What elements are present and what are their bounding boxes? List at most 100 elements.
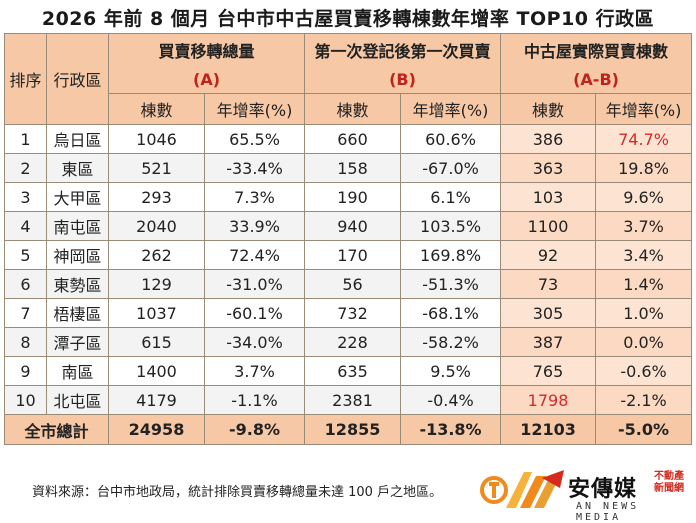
header-b-yoy: 年增率(%) xyxy=(400,93,502,125)
table-row: 5 神岡區 262 72.4% 170 169.8% 92 3.4% xyxy=(4,240,693,270)
district-cell: 南區 xyxy=(46,356,109,386)
b-count-cell: 158 xyxy=(304,153,402,183)
total-b-yoy: -13.8% xyxy=(400,414,502,445)
rank-cell: 3 xyxy=(4,182,47,212)
a-count-cell: 1046 xyxy=(108,124,205,154)
b-yoy-cell: 103.5% xyxy=(400,211,502,241)
a-yoy-cell: -33.4% xyxy=(203,153,306,183)
b-yoy-cell: 169.8% xyxy=(400,240,502,270)
rank-cell: 2 xyxy=(4,153,47,183)
header-group-b: 第一次登記後第一次買賣 xyxy=(304,33,502,65)
total-label: 全市總計 xyxy=(4,414,109,445)
a-count-cell: 521 xyxy=(108,153,205,183)
a-count-cell: 1037 xyxy=(108,298,205,328)
header-ab-yoy: 年增率(%) xyxy=(595,93,693,125)
district-cell: 梧棲區 xyxy=(46,298,109,328)
total-ab-count: 12103 xyxy=(500,414,597,445)
b-yoy-cell: 9.5% xyxy=(400,356,502,386)
ab-yoy-cell: 9.6% xyxy=(595,182,693,212)
ab-yoy-cell: 3.4% xyxy=(595,240,693,270)
header-ab-count: 棟數 xyxy=(500,93,597,125)
ab-count-cell: 765 xyxy=(500,356,597,386)
table-row: 9 南區 1400 3.7% 635 9.5% 765 -0.6% xyxy=(4,356,693,386)
logo-subtitle: AN NEWS MEDIA xyxy=(576,501,640,523)
ab-yoy-cell: 1.4% xyxy=(595,269,693,299)
table-row: 10 北屯區 4179 -1.1% 2381 -0.4% 1798 -2.1% xyxy=(4,385,693,415)
district-cell: 東區 xyxy=(46,153,109,183)
header-code-b: (B) xyxy=(304,65,502,94)
logo-mark-icon xyxy=(480,470,564,508)
ab-count-cell: 387 xyxy=(500,327,597,357)
a-count-cell: 1400 xyxy=(108,356,205,386)
logo-tagline: 不動產 新聞網 xyxy=(654,471,684,494)
rank-cell: 6 xyxy=(4,269,47,299)
header-rank: 排序 xyxy=(4,33,47,125)
ab-count-cell-highlight: 1798 xyxy=(500,385,597,415)
total-b-count: 12855 xyxy=(304,414,402,445)
b-yoy-cell: 60.6% xyxy=(400,124,502,154)
a-count-cell: 262 xyxy=(108,240,205,270)
table-row: 6 東勢區 129 -31.0% 56 -51.3% 73 1.4% xyxy=(4,269,693,299)
b-count-cell: 940 xyxy=(304,211,402,241)
a-yoy-cell: -34.0% xyxy=(203,327,306,357)
district-cell: 南屯區 xyxy=(46,211,109,241)
b-count-cell: 660 xyxy=(304,124,402,154)
ab-yoy-cell: 19.8% xyxy=(595,153,693,183)
ab-count-cell: 1100 xyxy=(500,211,597,241)
a-yoy-cell: 3.7% xyxy=(203,356,306,386)
b-yoy-cell: -51.3% xyxy=(400,269,502,299)
ab-count-cell: 305 xyxy=(500,298,597,328)
rank-cell: 5 xyxy=(4,240,47,270)
a-count-cell: 615 xyxy=(108,327,205,357)
rank-cell: 10 xyxy=(4,385,47,415)
logo-brand: 安傳媒 xyxy=(568,477,638,502)
an-news-media-logo: 安傳媒 不動產 新聞網 AN NEWS MEDIA xyxy=(476,468,690,523)
header-b-count: 棟數 xyxy=(304,93,402,125)
b-count-cell: 2381 xyxy=(304,385,402,415)
table-row: 4 南屯區 2040 33.9% 940 103.5% 1100 3.7% xyxy=(4,211,693,241)
ab-yoy-cell: 1.0% xyxy=(595,298,693,328)
header-code-ab: (A-B) xyxy=(500,65,693,94)
table-row: 2 東區 521 -33.4% 158 -67.0% 363 19.8% xyxy=(4,153,693,183)
header-a-yoy: 年增率(%) xyxy=(203,93,306,125)
b-yoy-cell: 6.1% xyxy=(400,182,502,212)
total-row: 全市總計 24958 -9.8% 12855 -13.8% 12103 -5.0… xyxy=(4,414,693,445)
b-count-cell: 56 xyxy=(304,269,402,299)
district-cell: 大甲區 xyxy=(46,182,109,212)
b-yoy-cell: -68.1% xyxy=(400,298,502,328)
a-yoy-cell: 72.4% xyxy=(203,240,306,270)
rank-cell: 7 xyxy=(4,298,47,328)
district-cell: 神岡區 xyxy=(46,240,109,270)
a-count-cell: 293 xyxy=(108,182,205,212)
ab-count-cell: 363 xyxy=(500,153,597,183)
a-yoy-cell: 33.9% xyxy=(203,211,306,241)
b-yoy-cell: -0.4% xyxy=(400,385,502,415)
b-count-cell: 732 xyxy=(304,298,402,328)
district-cell: 烏日區 xyxy=(46,124,109,154)
header-district: 行政區 xyxy=(46,33,109,125)
source-note: 資料來源：台中市地政局，統計排除買賣移轉總量未達 100 戶之地區。 xyxy=(32,485,443,500)
header-group-ab: 中古屋實際買賣棟數 xyxy=(500,33,693,65)
district-cell: 潭子區 xyxy=(46,327,109,357)
ab-count-cell: 386 xyxy=(500,124,597,154)
table-row: 1 烏日區 1046 65.5% 660 60.6% 386 74.7% xyxy=(4,124,693,154)
table-row: 3 大甲區 293 7.3% 190 6.1% 103 9.6% xyxy=(4,182,693,212)
table-title: 2026 年前 8 個月 台中市中古屋買賣移轉棟數年增率 TOP10 行政區 xyxy=(41,8,655,30)
table-row: 8 潭子區 615 -34.0% 228 -58.2% 387 0.0% xyxy=(4,327,693,357)
b-count-cell: 190 xyxy=(304,182,402,212)
a-yoy-cell: -60.1% xyxy=(203,298,306,328)
a-count-cell: 4179 xyxy=(108,385,205,415)
ab-count-cell: 92 xyxy=(500,240,597,270)
ab-yoy-cell: -0.6% xyxy=(595,356,693,386)
ab-count-cell: 103 xyxy=(500,182,597,212)
ab-count-cell: 73 xyxy=(500,269,597,299)
b-count-cell: 635 xyxy=(304,356,402,386)
rank-cell: 1 xyxy=(4,124,47,154)
header-code-a: (A) xyxy=(107,65,306,94)
a-count-cell: 129 xyxy=(108,269,205,299)
b-yoy-cell: -67.0% xyxy=(400,153,502,183)
a-yoy-cell: 65.5% xyxy=(203,124,306,154)
rank-cell: 9 xyxy=(4,356,47,386)
a-count-cell: 2040 xyxy=(108,211,205,241)
total-a-count: 24958 xyxy=(108,414,205,445)
